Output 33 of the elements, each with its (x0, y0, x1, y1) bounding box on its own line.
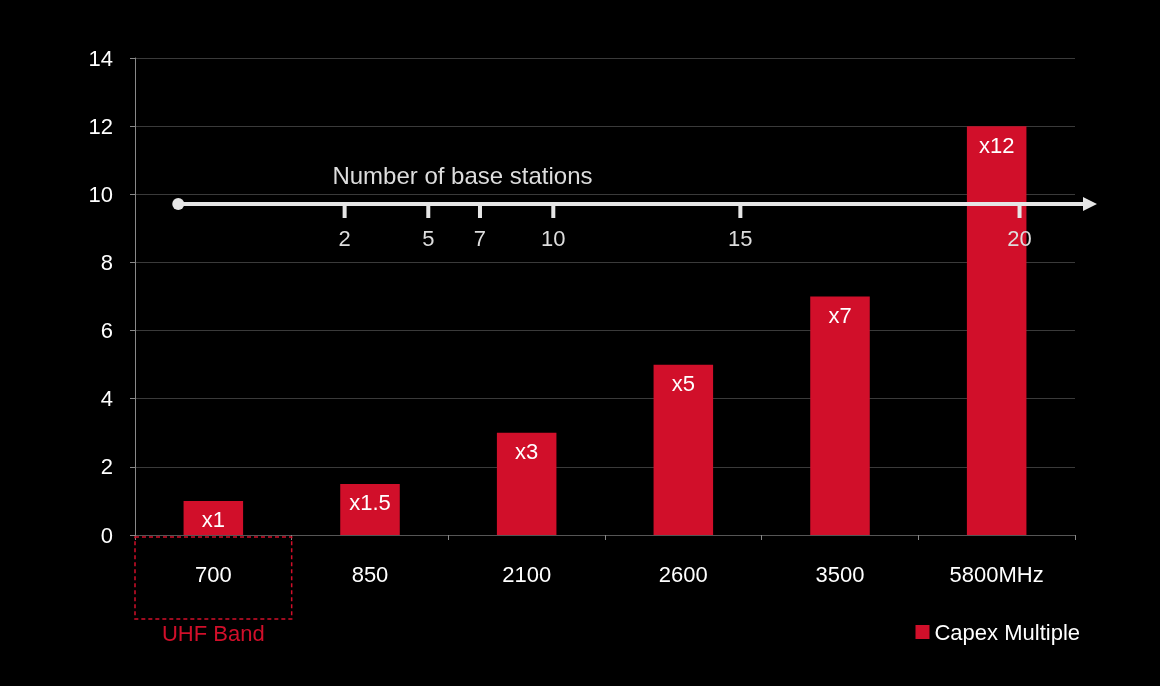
x-tick-label: 2100 (502, 561, 552, 587)
x-tick-label: 5800MHz (949, 561, 1044, 587)
data-label: x5 (671, 371, 695, 397)
data-label: x12 (978, 132, 1015, 158)
data-label: x7 (828, 303, 852, 328)
data-label: x1 (201, 507, 225, 533)
annotation: 10 (541, 226, 566, 251)
data-label: x1.5 (349, 490, 391, 516)
y-tick-label: 12 (88, 113, 113, 139)
data-label: x3 (515, 439, 539, 465)
y-tick-label: 8 (100, 249, 113, 275)
text: UHF Band (161, 621, 265, 646)
annotation: 15 (728, 226, 753, 251)
x-tick-label: 3500 (815, 561, 865, 587)
y-tick-label: 14 (88, 45, 113, 71)
annotation: Number of base stations (332, 162, 593, 189)
y-tick-label: 0 (100, 522, 113, 548)
y-tick-label: 10 (88, 181, 113, 207)
y-tick-label: 2 (100, 454, 113, 480)
legend-label: Capex Multiple (934, 619, 1080, 645)
bar (810, 296, 870, 535)
bar (183, 500, 244, 535)
x-tick-label: 2600 (658, 561, 708, 587)
x-tick-label: 700 (194, 561, 232, 587)
annotation: 2 (338, 226, 351, 251)
y-tick-label: 4 (100, 386, 113, 412)
bar (340, 483, 400, 535)
annotation: 5 (422, 226, 435, 251)
y-tick-label: 6 (100, 318, 113, 344)
bar (653, 364, 714, 535)
bar (496, 432, 557, 535)
annotation: 7 (473, 226, 487, 251)
x-tick-label: 850 (351, 561, 389, 587)
